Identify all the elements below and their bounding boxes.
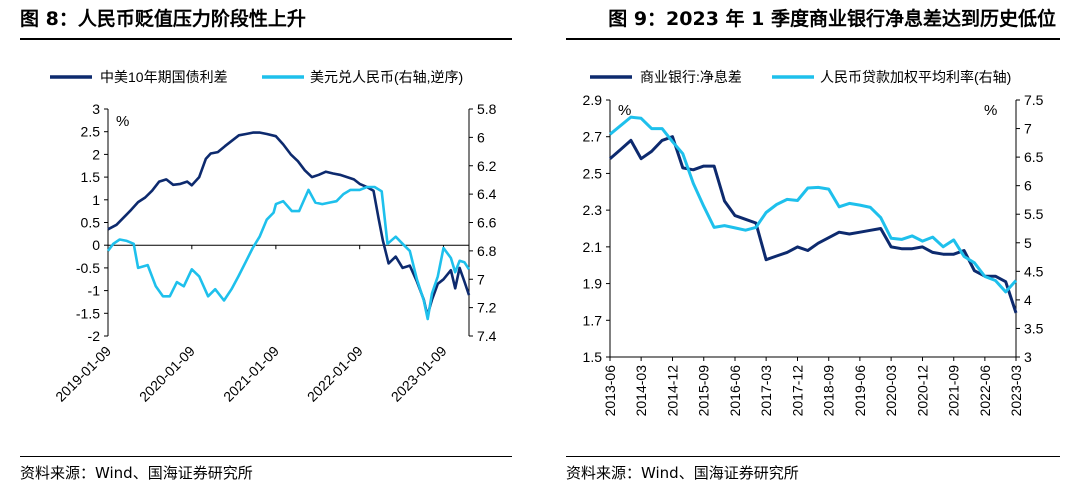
series-line-loan-rate — [609, 115, 1018, 294]
series-line-nim — [609, 135, 1018, 314]
series-fig9 — [609, 115, 1018, 314]
y-right-tick-label: 6 — [477, 129, 485, 145]
x-tick-label: 2015-09 — [696, 365, 712, 417]
x-tick-label: 2021-01-09 — [220, 343, 282, 405]
series-fig8 — [106, 131, 471, 321]
chart-fig8: 中美10年期国债利差 美元兑人民币(右轴,逆序) 3 2.5 2 1.5 1 0.5 0 -0.… — [50, 69, 497, 405]
x-tick-label: 2017-12 — [789, 365, 805, 417]
y-right-tick-label: 3.5 — [1024, 320, 1044, 336]
y-right-tick-label: 4.5 — [1024, 263, 1044, 279]
y-left-tick-label: 1.5 — [81, 169, 101, 185]
x-tick-label: 2014-12 — [664, 365, 680, 417]
y-left-tick-label: 1.5 — [583, 349, 603, 365]
x-tick-label: 2020-03 — [883, 365, 899, 417]
x-tick-label: 2013-06 — [602, 365, 618, 417]
x-tick-label: 2023-01-09 — [388, 343, 450, 405]
y-right-tick-label: 7 — [1024, 121, 1032, 137]
series-line-spread — [107, 131, 471, 317]
chart-title-fig8: 图 8：人民币贬值压力阶段性上升 — [20, 8, 306, 30]
y-right-tick-label: 6.8 — [477, 243, 497, 259]
y-left-tick-label: 0.5 — [81, 215, 101, 231]
y-right-tick-label: 6.5 — [1024, 149, 1044, 165]
y-right-tick-label: 7.2 — [477, 300, 497, 316]
y-left-tick-label: 1.7 — [583, 312, 603, 328]
y-right-tick-label: 5.5 — [1024, 206, 1044, 222]
y-left-tick-label: 2 — [92, 146, 100, 162]
legend-fig8: 中美10年期国债利差 美元兑人民币(右轴,逆序) — [50, 69, 463, 85]
title-rule-left — [20, 38, 512, 40]
x-tick-label: 2021-09 — [946, 365, 962, 417]
x-tick-label: 2019-01-09 — [52, 343, 114, 405]
x-tick-label: 2018-09 — [821, 365, 837, 417]
y-right-tick-label: 5.8 — [477, 101, 497, 117]
legend-label-usdcny: 美元兑人民币(右轴,逆序) — [310, 69, 463, 85]
y-left-tick-label: 2.3 — [583, 202, 603, 218]
y-left-tick-label: 1 — [92, 192, 100, 208]
y-right-tick-label: 4 — [1024, 292, 1032, 308]
x-tick-label: 2020-01-09 — [136, 343, 198, 405]
y-right-tick-label: 7.4 — [477, 328, 497, 344]
legend-fig9: 商业银行:净息差 人民币贷款加权平均利率(右轴) — [590, 69, 1011, 85]
x-tick-label: 2022-06 — [977, 365, 993, 417]
series-line-usdcny — [106, 185, 471, 321]
x-tick-label: 2016-06 — [727, 365, 743, 417]
source-note-fig8: 资料来源：Wind、国海证券研究所 — [20, 464, 253, 482]
x-tick-label: 2020-12 — [914, 365, 930, 417]
axes-fig8: 3 2.5 2 1.5 1 0.5 0 -0.5 -1 -1.5 -2% 5.8 6 6.2 6.4 6.6 6… — [52, 101, 497, 405]
y-left-tick-label: 2.7 — [583, 129, 603, 145]
y-left-tick-label: 2.5 — [583, 165, 603, 181]
y-left-tick-label: 2.9 — [583, 92, 603, 108]
y-left-tick-label: 1.9 — [583, 276, 603, 292]
y-left-tick-label: -1.5 — [76, 305, 100, 321]
y-right-tick-label: 6.6 — [477, 215, 497, 231]
y-left-tick-label: -1 — [88, 283, 101, 299]
x-tick-label: 2022-01-09 — [304, 343, 366, 405]
x-tick-label: 2017-03 — [758, 365, 774, 417]
y-left-unit: % — [116, 113, 129, 130]
x-tick-label: 2019-06 — [852, 365, 868, 417]
chart-title-fig9: 图 9：2023 年 1 季度商业银行净息差达到历史低位 — [608, 8, 1056, 30]
chart-fig9: 商业银行:净息差 人民币贷款加权平均利率(右轴) 2.9 2.7 2.5 2.3 2.1 1… — [583, 69, 1044, 416]
legend-label-spread: 中美10年期国债利差 — [100, 69, 228, 85]
legend-label-nim: 商业银行:净息差 — [640, 69, 742, 85]
y-right-tick-label: 6 — [1024, 178, 1032, 194]
y-right-tick-label: 7.5 — [1024, 92, 1044, 108]
y-left-unit: % — [618, 102, 631, 119]
x-tick-label: 2014-03 — [633, 365, 649, 417]
source-note-fig9: 资料来源：Wind、国海证券研究所 — [566, 464, 799, 482]
x-tick-label: 2023-03 — [1008, 365, 1024, 417]
source-rule-left — [20, 456, 512, 457]
y-left-tick-label: 3 — [92, 101, 100, 117]
y-right-tick-label: 6.2 — [477, 158, 497, 174]
y-left-tick-label: 2.1 — [583, 239, 603, 255]
source-rule-right — [566, 456, 1060, 457]
y-right-unit: % — [984, 102, 997, 119]
title-rule-right — [566, 38, 1060, 40]
y-right-tick-label: 6.4 — [477, 186, 497, 202]
y-left-tick-label: -2 — [88, 328, 101, 344]
y-left-tick-label: 0 — [92, 237, 100, 253]
legend-label-loan-rate: 人民币贷款加权平均利率(右轴) — [820, 69, 1011, 85]
y-left-tick-label: 2.5 — [81, 124, 101, 140]
y-right-tick-label: 3 — [1024, 349, 1032, 365]
y-right-tick-label: 7 — [477, 271, 485, 287]
y-left-tick-label: -0.5 — [76, 260, 100, 276]
y-right-tick-label: 5 — [1024, 235, 1032, 251]
axes-fig9: 2.9 2.7 2.5 2.3 2.1 1.9 1.7 1.5% 7.5 7 6.5 6 5.5 5 4.5… — [583, 92, 1044, 416]
